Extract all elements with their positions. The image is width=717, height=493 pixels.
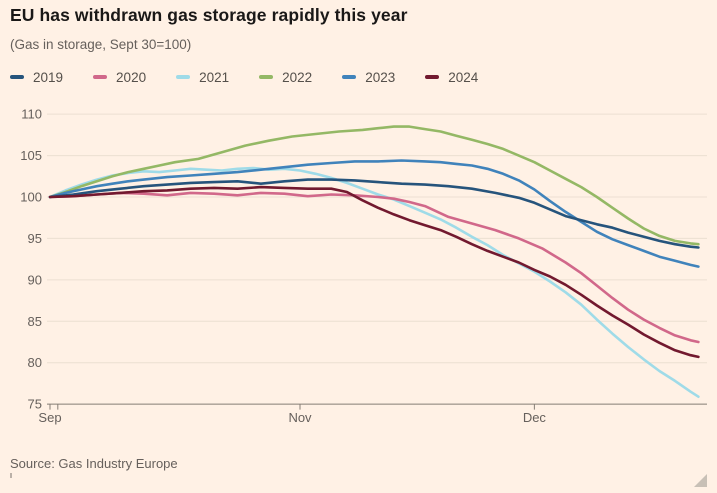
series-line-2022 (48, 125, 700, 246)
series-line-2023 (48, 159, 700, 268)
y-axis-label: 75 (28, 397, 42, 412)
legend-label: 2020 (116, 69, 147, 85)
legend-item-2020[interactable]: 2020 (93, 70, 146, 85)
y-axis-label: 100 (20, 190, 42, 205)
series-line-2019 (48, 178, 700, 249)
legend: 2019 2020 2021 2022 2023 2024 (10, 69, 478, 85)
legend-label: 2024 (448, 69, 479, 85)
legend-swatch-icon (93, 75, 108, 79)
legend-item-2024[interactable]: 2024 (425, 70, 478, 85)
legend-label: 2023 (365, 69, 396, 85)
y-axis-label: 90 (28, 272, 42, 287)
x-axis-label: Sep (38, 410, 61, 425)
legend-item-2019[interactable]: 2019 (10, 70, 63, 85)
legend-item-2023[interactable]: 2023 (342, 70, 395, 85)
y-axis-label: 85 (28, 314, 42, 329)
resize-handle-icon[interactable] (694, 474, 707, 487)
legend-swatch-icon (176, 75, 191, 79)
legend-swatch-icon (10, 75, 24, 79)
legend-label: 2021 (199, 69, 230, 85)
legend-swatch-icon (425, 75, 440, 79)
x-axis-label: Nov (288, 410, 312, 425)
legend-swatch-icon (342, 75, 357, 79)
legend-swatch-icon (259, 75, 274, 79)
cursor-artifact (10, 473, 12, 478)
chart-title: EU has withdrawn gas storage rapidly thi… (10, 5, 408, 25)
y-axis-label: 95 (28, 231, 42, 246)
series-line-2021 (48, 166, 700, 399)
series-line-2024 (48, 185, 700, 359)
legend-label: 2022 (282, 69, 313, 85)
legend-label: 2019 (33, 69, 64, 85)
source-label: Source: Gas Industry Europe (10, 456, 178, 471)
legend-item-2022[interactable]: 2022 (259, 70, 312, 85)
y-axis-label: 110 (21, 107, 42, 122)
series-line-2020 (48, 191, 700, 344)
legend-item-2021[interactable]: 2021 (176, 70, 229, 85)
chart-subtitle: (Gas in storage, Sept 30=100) (10, 37, 192, 52)
y-axis-label: 105 (20, 148, 42, 163)
x-axis-label: Dec (523, 410, 547, 425)
y-axis-label: 80 (28, 355, 42, 370)
